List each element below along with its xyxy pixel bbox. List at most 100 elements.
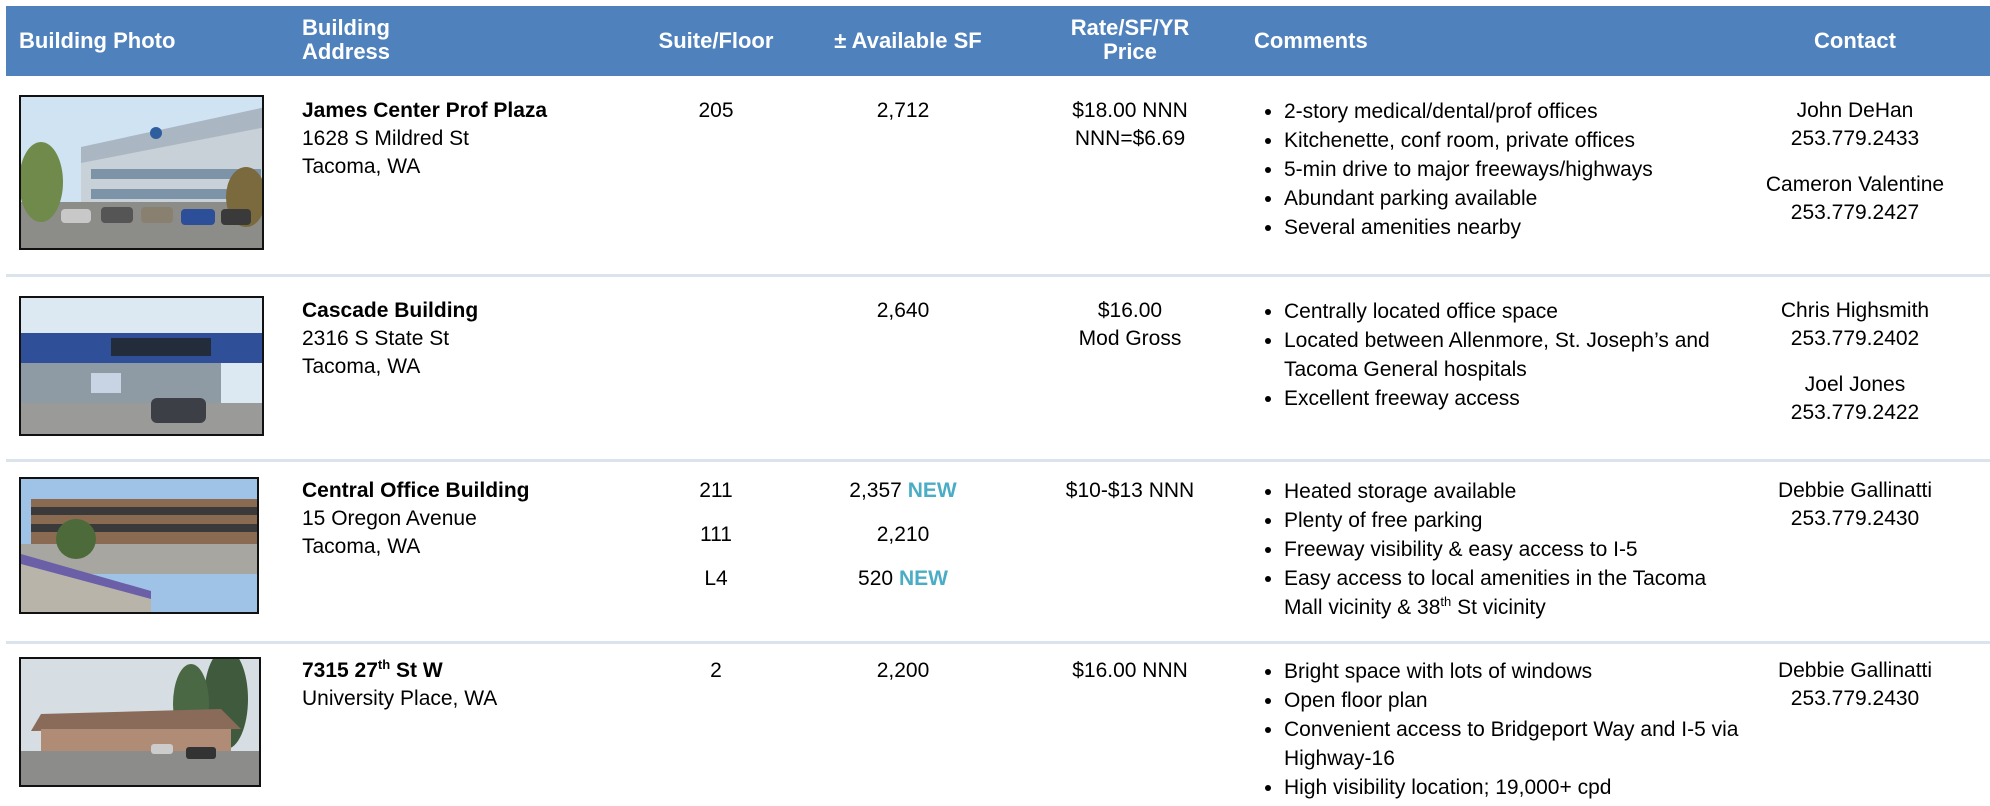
comment: Kitchenette, conf room, private offices [1284, 126, 1744, 155]
comment: Bright space with lots of windows [1284, 657, 1744, 686]
sf-value: 2,640 [877, 299, 930, 322]
superscript: th [378, 657, 390, 672]
sf-value: 2,200 [877, 659, 930, 682]
comment-list: 2-story medical/dental/prof officesKitch… [1254, 97, 1744, 242]
row-divider [6, 459, 1990, 462]
address-line: 15 Oregon Avenue [302, 505, 622, 533]
suite-cell: 2 [656, 649, 776, 693]
sf-cell: 2,712 [803, 89, 1003, 133]
column-header: ± Available SF [793, 29, 1023, 53]
building-name: 7315 27th St W [302, 657, 622, 685]
comment: Easy access to local amenities in the Ta… [1284, 564, 1744, 622]
comment: Excellent freeway access [1284, 384, 1744, 413]
comments-cell: Centrally located office spaceLocated be… [1254, 297, 1744, 413]
page: Building Photo Building Address Suite/Floo… [0, 0, 1990, 806]
sf-cell: 2,200 [803, 649, 1003, 693]
sf-value: 2,712 [877, 99, 930, 122]
row-divider [6, 641, 1990, 644]
rate: $16.00 NNN [1030, 657, 1230, 685]
comment: Freeway visibility & easy access to I-5 [1284, 535, 1744, 564]
rate-cell: $16.00 NNN [1030, 657, 1230, 685]
contact-phone: 253.779.2402 [1735, 325, 1975, 353]
rate: $10-$13 NNN [1030, 477, 1230, 505]
contact-name: Debbie Gallinatti [1735, 657, 1975, 685]
available-sf: 2,712 [803, 89, 1003, 133]
comments-cell: Bright space with lots of windowsOpen fl… [1254, 657, 1744, 802]
building-name: Central Office Building [302, 477, 622, 505]
building-photo [19, 477, 259, 614]
address-line: Tacoma, WA [302, 353, 622, 381]
comment: Located between Allenmore, St. Joseph’s … [1284, 326, 1744, 384]
comment: Heated storage available [1284, 477, 1744, 506]
column-header: Rate/SF/YR Price [1060, 16, 1200, 64]
table-header: Building Photo Building Address Suite/Floo… [6, 6, 1990, 76]
column-header: Building Address [302, 16, 412, 64]
rate: $16.00 [1030, 297, 1230, 325]
comments-cell: 2-story medical/dental/prof officesKitch… [1254, 97, 1744, 242]
column-header: Comments [1254, 29, 1368, 53]
suite: 2 [656, 649, 776, 693]
building-photo [19, 95, 264, 250]
sf-value: 520 [858, 567, 893, 590]
rate: $18.00 NNN [1030, 97, 1230, 125]
superscript: th [1440, 594, 1451, 609]
suite: L4 [656, 557, 776, 601]
available-sf: 2,210 [803, 513, 1003, 557]
sf-value: 2,210 [877, 523, 930, 546]
sf-value: 2,357 [849, 479, 902, 502]
contact-phone: 253.779.2422 [1735, 399, 1975, 427]
comment: 2-story medical/dental/prof offices [1284, 97, 1744, 126]
available-sf: 2,200 [803, 649, 1003, 693]
text-part: 7315 27 [302, 659, 378, 682]
comment: Convenient access to Bridgeport Way and … [1284, 715, 1744, 773]
contact-name: Chris Highsmith [1735, 297, 1975, 325]
new-tag: NEW [899, 567, 948, 590]
contact-phone: 253.779.2430 [1735, 685, 1975, 713]
suite: 205 [656, 89, 776, 133]
building-photo [19, 657, 261, 787]
contact-name: John DeHan [1735, 97, 1975, 125]
contact-name: Debbie Gallinatti [1735, 477, 1975, 505]
available-sf: 520 NEW [803, 557, 1003, 601]
comment-list: Centrally located office spaceLocated be… [1254, 297, 1744, 413]
contact-name: Joel Jones [1735, 371, 1975, 399]
building-name: James Center Prof Plaza [302, 97, 622, 125]
row-divider [6, 274, 1990, 277]
sf-cell: 2,357 NEW 2,210 520 NEW [803, 469, 1003, 601]
sf-cell: 2,640 [803, 289, 1003, 333]
address-line: University Place, WA [302, 685, 622, 713]
comment: 5-min drive to major freeways/highways [1284, 155, 1744, 184]
rate-cell: $10-$13 NNN [1030, 477, 1230, 505]
available-sf: 2,357 NEW [803, 469, 1003, 513]
rate: NNN=$6.69 [1030, 125, 1230, 153]
comment: High visibility location; 19,000+ cpd [1284, 773, 1744, 802]
contact-phone: 253.779.2433 [1735, 125, 1975, 153]
building-photo [19, 296, 264, 436]
comments-cell: Heated storage availablePlenty of free p… [1254, 477, 1744, 622]
column-header: Suite/Floor [636, 29, 796, 53]
rate: Mod Gross [1030, 325, 1230, 353]
suite: 111 [656, 513, 776, 557]
suite-cell: 205 [656, 89, 776, 133]
contact-phone: 253.779.2430 [1735, 505, 1975, 533]
comment: Open floor plan [1284, 686, 1744, 715]
new-tag: NEW [908, 479, 957, 502]
column-header: Building Photo [19, 29, 175, 53]
comment: Abundant parking available [1284, 184, 1744, 213]
